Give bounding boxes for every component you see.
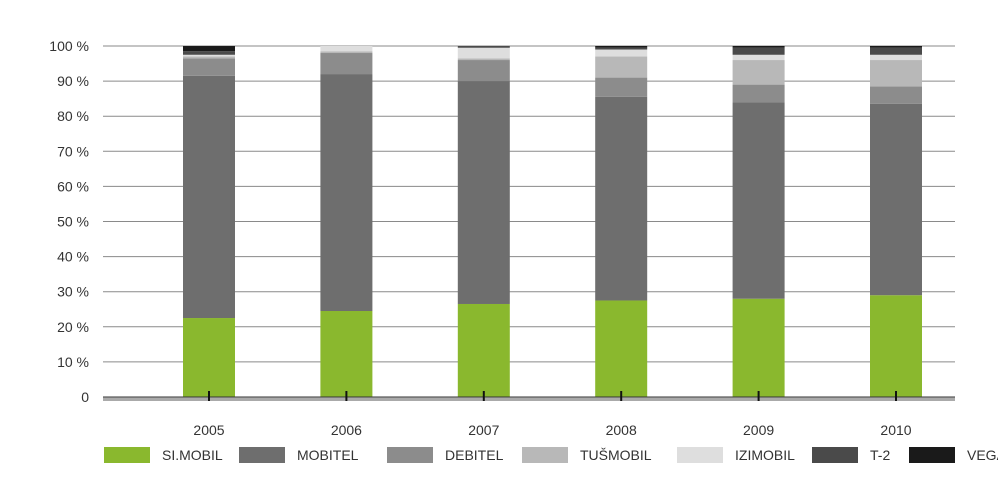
x-tick-label: 2010 [880,422,911,438]
bar-segment-tu-mobil [870,60,922,87]
bar-segment-debitel [320,53,373,75]
bar-segment-t-2 [457,46,510,48]
y-tick-label: 80 % [57,108,89,124]
legend-swatch [677,447,723,463]
bar-segment-mobitel [183,75,235,319]
y-axis-tick-labels: 0 10 % 20 % 30 % 40 % 50 % 60 % 70 % 80 % 90 % 100… [49,38,89,405]
legend-item-tu-mobil: TUŠMOBIL [522,444,652,466]
legend-item-debitel: DEBITEL [387,444,503,466]
legend-label: MOBITEL [297,447,359,463]
y-tick-label: 10 % [57,354,89,370]
bar-segment-izimobil [457,47,510,59]
bar-segment-mobitel [320,74,373,312]
bar-segment-t-2 [183,51,235,55]
bar-segment-vega [870,46,922,48]
bar-segment-si-mobil [183,318,235,397]
bar-segment-vega [732,46,785,48]
legend-label: VEGA [967,447,998,463]
legend-swatch [239,447,285,463]
legend-label: SI.MOBIL [162,447,223,463]
legend-item-t-2: T-2 [812,444,890,466]
bar-segment-mobitel [457,81,510,304]
bar-segment-izimobil [183,54,235,57]
y-tick-label: 20 % [57,319,89,335]
bar-segment-t-2 [732,47,785,55]
legend-swatch [387,447,433,463]
bar-segment-vega [183,46,235,52]
y-tick-label: 30 % [57,284,89,300]
bar-stack-2006 [320,46,373,397]
bar-segment-debitel [183,58,235,76]
bar-segment-tu-mobil [595,56,648,78]
legend-label: DEBITEL [445,447,504,463]
bar-segment-tu-mobil [183,56,235,59]
legend-item-vega: VEGA [909,444,998,466]
y-tick-label: 100 % [49,38,89,54]
bar-segment-izimobil [870,54,922,61]
bar-stack-2007 [457,46,510,397]
y-tick-label: 60 % [57,178,89,194]
gridlines [103,45,955,363]
bar-segment-tu-mobil [732,60,785,85]
bar-segment-debitel [457,60,510,82]
bar-segment-vega [595,46,648,48]
bar-segment-t-2 [595,47,648,50]
bar-segment-debitel [870,86,922,104]
y-tick-label: 50 % [57,214,89,230]
legend-label: IZIMOBIL [735,447,795,463]
bar-segment-si-mobil [595,300,648,397]
x-tick-label: 2008 [606,422,637,438]
bar-segment-tu-mobil [320,51,373,54]
x-axis [103,391,955,401]
stacked-bar-chart: 0 10 % 20 % 30 % 40 % 50 % 60 % 70 % 80 % 90 % 100… [49,38,955,438]
legend: SI.MOBIL MOBITEL DEBITEL TUŠMOBIL IZIMOBIL T-… [0,440,998,470]
bar-segment-si-mobil [732,298,785,397]
legend-item-mobitel: MOBITEL [239,444,358,466]
bar-stack-2010 [870,46,922,397]
bars [183,46,922,397]
y-tick-label: 90 % [57,73,89,89]
x-axis-tick-labels: 2005 2006 2007 2008 2009 2010 [193,422,911,438]
bar-segment-izimobil [595,49,648,57]
x-axis-minor-ticks [103,397,955,401]
y-tick-label: 40 % [57,249,89,265]
legend-swatch [522,447,568,463]
bar-segment-izimobil [732,54,785,61]
legend-label: T-2 [870,447,891,463]
y-tick-label: 70 % [57,143,89,159]
bar-segment-tu-mobil [457,58,510,61]
bar-segment-si-mobil [320,311,373,397]
x-tick-label: 2005 [193,422,224,438]
bar-stack-2009 [732,46,785,397]
legend-item-izimobil: IZIMOBIL [677,444,795,466]
legend-item-si-mobil: SI.MOBIL [104,444,223,466]
legend-swatch [812,447,858,463]
y-tick-label: 0 [81,389,89,405]
bar-stack-2005 [183,46,235,397]
bar-segment-t-2 [870,47,922,55]
bar-segment-si-mobil [457,303,510,397]
bar-segment-si-mobil [870,295,922,397]
bar-segment-debitel [732,84,785,103]
bar-stack-2008 [595,46,648,397]
legend-swatch [104,447,150,463]
bar-segment-mobitel [732,102,785,299]
bar-segment-mobitel [595,96,648,301]
bar-segment-mobitel [870,103,922,296]
bar-segment-debitel [595,77,648,97]
bar-segment-izimobil [320,46,373,52]
legend-label: TUŠMOBIL [580,447,652,463]
legend-swatch [909,447,955,463]
x-tick-label: 2009 [743,422,774,438]
x-tick-label: 2006 [331,422,362,438]
x-tick-label: 2007 [468,422,499,438]
